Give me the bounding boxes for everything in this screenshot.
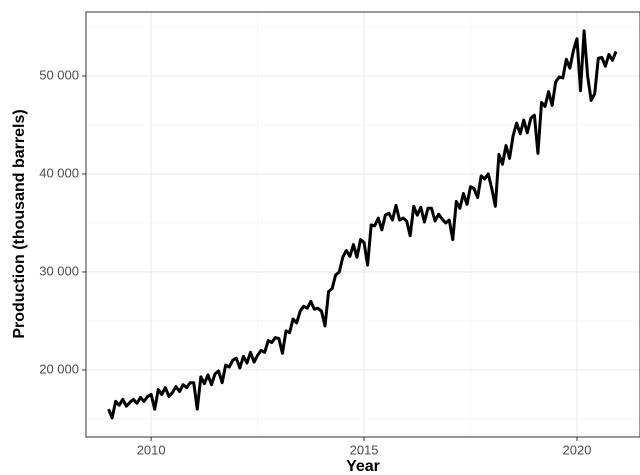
panel-border	[85, 11, 640, 438]
data-line	[107, 29, 618, 420]
y-tick-label: 30 000	[39, 263, 79, 278]
x-tick-label: 2020	[563, 442, 592, 457]
x-tick-label: 2015	[350, 442, 379, 457]
x-axis-title: Year	[346, 458, 380, 475]
y-tick-label: 20 000	[39, 361, 79, 376]
plot-panel	[86, 12, 640, 437]
y-axis-title: Production (thousand barrels)	[11, 109, 28, 338]
y-tick-label: 40 000	[39, 165, 79, 180]
y-tick-label: 50 000	[39, 67, 79, 82]
x-tick-label: 2010	[137, 442, 166, 457]
